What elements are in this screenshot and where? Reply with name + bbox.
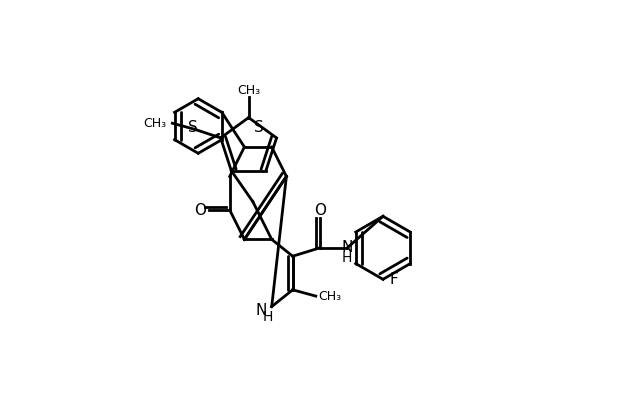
Text: H: H (342, 251, 353, 265)
Text: N: N (255, 303, 267, 318)
Text: CH₃: CH₃ (143, 117, 166, 130)
Text: H: H (262, 310, 273, 324)
Text: CH₃: CH₃ (318, 290, 341, 302)
Text: F: F (389, 272, 398, 287)
Text: N: N (342, 240, 353, 255)
Text: S: S (188, 120, 198, 135)
Text: O: O (195, 202, 206, 218)
Text: S: S (253, 120, 263, 135)
Text: CH₃: CH₃ (237, 84, 260, 97)
Text: O: O (314, 202, 326, 218)
